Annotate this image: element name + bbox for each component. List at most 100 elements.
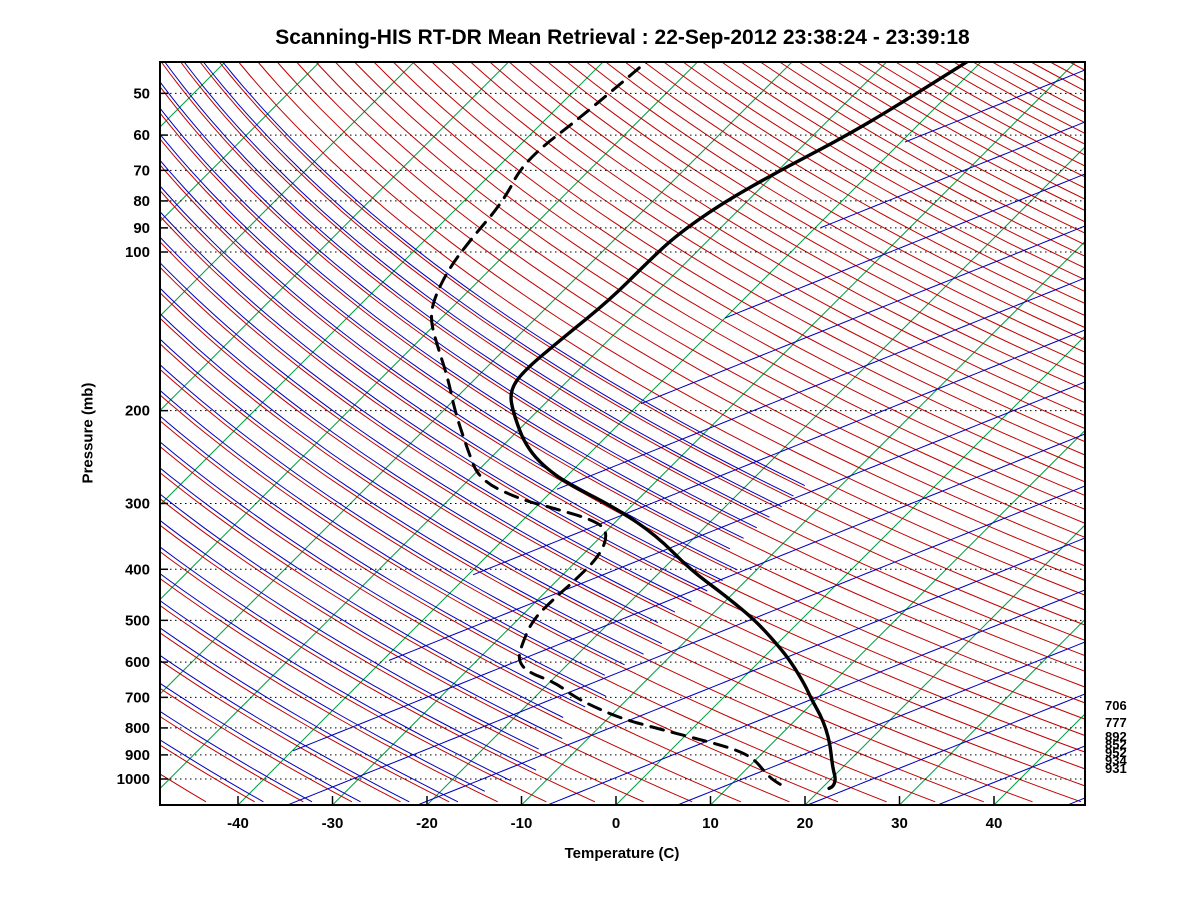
moist-adiabat	[164, 62, 770, 518]
mixing-ratio-line	[676, 641, 1085, 805]
mixing-ratio-line	[640, 225, 1085, 405]
dry-adiabat	[701, 62, 1085, 281]
dry-adiabat	[160, 266, 1085, 787]
isotherm	[160, 62, 509, 412]
dry-adiabat	[160, 343, 984, 803]
moist-adiabat	[160, 159, 738, 571]
dry-adiabat	[160, 445, 790, 803]
dry-adiabat	[160, 659, 401, 803]
moist-adiabat	[160, 262, 676, 613]
pressure-tick-label: 70	[133, 162, 150, 179]
dry-adiabat	[566, 62, 1085, 366]
isotherm	[804, 524, 1085, 805]
moist-adiabat	[160, 210, 708, 592]
temperature-tick-label: 40	[986, 815, 1003, 832]
moist-adiabat	[160, 573, 512, 782]
dry-adiabat	[856, 62, 1085, 189]
dry-adiabat	[160, 715, 304, 803]
isotherm	[615, 335, 1085, 805]
mixing-ratio-line	[286, 485, 1085, 805]
pressure-tick-label: 800	[125, 720, 150, 737]
mixing-ratio-line	[724, 173, 1085, 319]
pressure-axis: 50 60 70 80 90 100 200 300 400 500 600 700 800 900 100…	[117, 85, 1085, 788]
plot-border	[159, 61, 1086, 806]
chart-title: Scanning-HIS RT-DR Mean Retrieval : 22-S…	[275, 26, 970, 49]
pressure-tick-label: 60	[133, 127, 150, 144]
dry-adiabat	[160, 215, 1085, 753]
dry-adiabat	[160, 138, 1085, 704]
isotherm	[160, 62, 415, 317]
dry-adiabat	[160, 498, 693, 803]
temperature-tick-label: -40	[227, 815, 249, 832]
dry-adiabat	[527, 62, 1085, 391]
dry-adiabat	[450, 62, 1085, 443]
dry-adiabat	[1029, 62, 1085, 92]
pressure-tick-label: 100	[125, 244, 150, 261]
moist-adiabat	[160, 81, 758, 529]
dry-adiabat	[875, 62, 1085, 178]
right-annotation: 892	[1105, 729, 1127, 744]
pressure-tick-label: 200	[125, 403, 150, 420]
dry-adiabat	[160, 604, 498, 803]
temperature-tick-label: 0	[612, 815, 620, 832]
dry-adiabat	[160, 291, 1082, 803]
pressure-tick-label: 80	[133, 193, 150, 210]
isotherm	[710, 429, 1085, 805]
isotherm	[0, 62, 131, 805]
dry-adiabat	[257, 62, 1085, 582]
dry-adiabat	[276, 62, 1085, 567]
moist-adiabat	[160, 682, 361, 803]
dry-adiabat	[643, 62, 1085, 317]
dry-adiabat	[353, 62, 1085, 510]
dry-adiabat	[759, 62, 1085, 246]
right-annotation: 852	[1105, 737, 1127, 752]
dry-adiabat	[1049, 62, 1085, 82]
dry-adiabat	[662, 62, 1085, 305]
pressure-tick-label: 1000	[117, 771, 150, 788]
dry-adiabat	[836, 62, 1085, 200]
mixing-ratio-line	[472, 329, 1085, 576]
dry-adiabat	[160, 189, 1085, 737]
pressure-tick-label: 50	[133, 85, 150, 102]
moist-adiabat	[183, 62, 782, 508]
dry-adiabat	[720, 62, 1085, 269]
dry-adiabat	[180, 62, 1085, 641]
dry-adiabat	[160, 577, 547, 803]
temperature-tick-label: -30	[322, 815, 344, 832]
dry-adiabat	[160, 687, 353, 803]
isotherm	[899, 618, 1085, 805]
dry-adiabat	[373, 62, 1085, 497]
moist-adiabat	[222, 62, 806, 487]
isotherm	[160, 62, 226, 128]
dry-adiabat	[160, 551, 596, 803]
dry-adiabat	[952, 62, 1085, 135]
background-lines	[0, 62, 1085, 805]
moist-adiabat	[160, 441, 586, 708]
dewpoint-curve	[430, 62, 790, 790]
moist-adiabat	[160, 627, 459, 803]
isotherm	[332, 62, 1076, 805]
dry-adiabat	[392, 62, 1085, 483]
mixing-ratio-line	[546, 589, 1085, 805]
moist-adiabat	[160, 133, 731, 550]
moist-adiabat	[160, 312, 663, 645]
dry-adiabat	[160, 632, 450, 803]
moist-adiabat	[160, 389, 606, 676]
dry-adiabat	[778, 62, 1085, 234]
temperature-tick-label: -10	[511, 815, 533, 832]
mixing-ratio-line	[292, 433, 1085, 752]
moist-adiabat	[160, 338, 644, 655]
moist-adiabat	[160, 363, 625, 666]
dry-adiabat	[315, 62, 1085, 538]
dry-adiabat	[624, 62, 1085, 329]
pressure-tick-label: 900	[125, 747, 150, 764]
isotherm	[160, 62, 320, 223]
dry-adiabat	[160, 112, 1085, 688]
isotherm	[993, 713, 1085, 805]
dry-adiabat	[334, 62, 1085, 524]
right-annotation: 931	[1105, 761, 1127, 776]
dry-adiabat	[160, 420, 839, 803]
dry-adiabat	[431, 62, 1085, 456]
dry-adiabat	[991, 62, 1085, 113]
right-annotation: 706	[1105, 698, 1127, 713]
